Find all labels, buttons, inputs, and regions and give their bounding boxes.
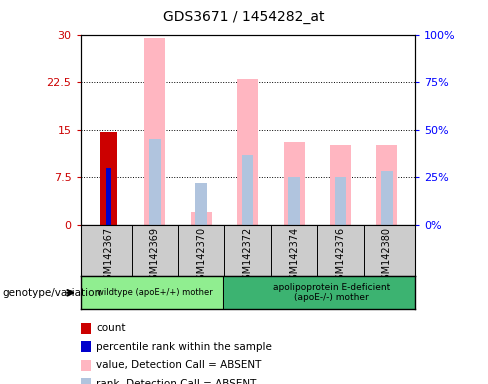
Bar <box>105 168 111 225</box>
Text: value, Detection Call = ABSENT: value, Detection Call = ABSENT <box>96 360 262 370</box>
Text: GSM142376: GSM142376 <box>336 227 346 286</box>
Bar <box>144 38 165 225</box>
Text: wildtype (apoE+/+) mother: wildtype (apoE+/+) mother <box>97 288 213 297</box>
Bar <box>237 79 258 225</box>
Bar <box>335 177 346 225</box>
Bar <box>381 171 393 225</box>
Bar <box>242 155 253 225</box>
Text: count: count <box>96 323 125 333</box>
Text: GSM142367: GSM142367 <box>103 227 113 286</box>
Bar <box>224 276 415 309</box>
Bar <box>284 142 305 225</box>
Text: GSM142380: GSM142380 <box>382 227 392 286</box>
Text: GSM142372: GSM142372 <box>243 227 253 286</box>
Text: percentile rank within the sample: percentile rank within the sample <box>96 342 272 352</box>
Bar <box>288 177 300 225</box>
Text: GDS3671 / 1454282_at: GDS3671 / 1454282_at <box>163 10 325 23</box>
Text: GSM142369: GSM142369 <box>150 227 160 286</box>
Bar <box>377 146 397 225</box>
Text: GSM142374: GSM142374 <box>289 227 299 286</box>
Text: rank, Detection Call = ABSENT: rank, Detection Call = ABSENT <box>96 379 257 384</box>
Bar <box>100 131 117 225</box>
Bar <box>191 212 212 225</box>
Text: apolipoprotein E-deficient
(apoE-/-) mother: apolipoprotein E-deficient (apoE-/-) mot… <box>273 283 390 303</box>
Bar <box>149 139 161 225</box>
Bar <box>330 146 351 225</box>
Text: GSM142370: GSM142370 <box>196 227 206 286</box>
Bar <box>195 184 207 225</box>
Text: genotype/variation: genotype/variation <box>2 288 102 298</box>
